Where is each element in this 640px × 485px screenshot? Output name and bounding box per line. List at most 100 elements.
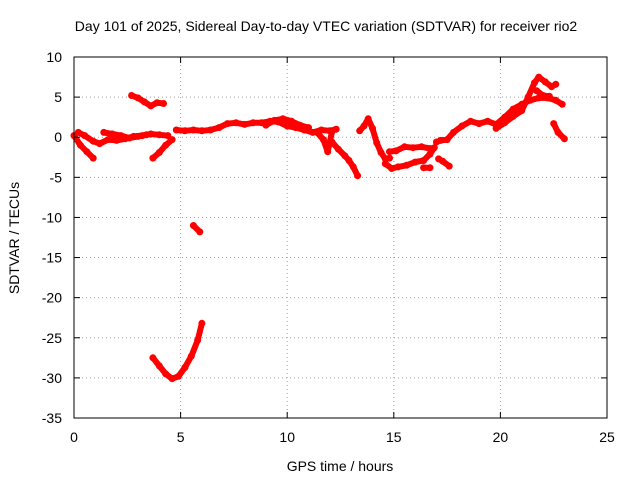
data-point: [172, 126, 180, 134]
data-point: [360, 122, 368, 130]
data-point: [232, 119, 240, 127]
data-point: [411, 158, 419, 166]
data-point: [74, 128, 82, 136]
data-point: [215, 124, 223, 132]
data-point: [484, 117, 492, 125]
data-point: [439, 157, 447, 165]
data-point: [270, 116, 278, 124]
y-tick-label: -35: [42, 410, 62, 426]
data-series-line: [149, 136, 176, 162]
data-point: [518, 107, 526, 115]
data-point: [149, 154, 157, 162]
data-point: [426, 164, 434, 172]
data-point: [552, 96, 560, 104]
data-series-line: [71, 132, 97, 162]
data-point: [181, 127, 189, 135]
data-point: [341, 152, 349, 160]
data-point: [364, 115, 372, 123]
data-point: [450, 128, 457, 136]
data-point: [445, 162, 453, 170]
chart-title: Day 101 of 2025, Sidereal Day-to-day VTE…: [75, 18, 578, 34]
data-point: [409, 144, 417, 152]
data-point: [81, 132, 89, 140]
x-tick-label: 10: [279, 429, 295, 445]
data-point: [554, 128, 562, 136]
data-point: [492, 124, 500, 132]
data-point: [288, 117, 295, 125]
data-point: [283, 122, 291, 130]
data-point: [100, 128, 108, 136]
data-point: [420, 164, 428, 172]
data-point: [475, 120, 483, 128]
data-point: [545, 92, 553, 100]
data-point: [155, 149, 163, 156]
data-point: [76, 141, 84, 149]
data-point: [437, 136, 445, 144]
data-point: [104, 136, 112, 144]
data-point: [560, 135, 568, 143]
data-point: [296, 121, 304, 129]
y-tick-label: 10: [46, 49, 62, 65]
data-point: [279, 115, 287, 123]
data-point: [194, 336, 202, 344]
data-point: [345, 157, 353, 164]
data-point: [162, 141, 170, 149]
data-point: [149, 354, 157, 362]
data-point: [558, 100, 566, 108]
data-point: [418, 143, 425, 151]
x-tick-label: 25: [599, 429, 615, 445]
data-point: [160, 100, 167, 107]
data-point: [128, 92, 136, 99]
x-tick-label: 15: [386, 429, 402, 445]
x-axis-label: GPS time / hours: [287, 458, 394, 474]
data-point: [550, 120, 558, 128]
data-point: [155, 362, 163, 370]
data-point: [125, 134, 133, 142]
data-point: [83, 148, 91, 156]
y-tick-label: -5: [50, 169, 63, 185]
data-point: [147, 102, 155, 110]
data-point: [369, 124, 376, 132]
data-point: [324, 148, 332, 156]
x-tick-label: 0: [70, 429, 78, 445]
data-point: [377, 149, 385, 156]
data-point: [313, 128, 321, 136]
data-point: [509, 112, 517, 120]
data-point: [426, 150, 434, 158]
data-point: [539, 92, 547, 99]
plot-frame: [73, 56, 608, 419]
data-point: [524, 93, 532, 101]
data-point: [552, 80, 560, 88]
data-point: [420, 157, 428, 164]
data-point: [155, 131, 163, 139]
grid-layer: [74, 57, 607, 418]
data-point: [509, 105, 517, 113]
data-point: [198, 319, 206, 327]
data-point: [168, 375, 176, 383]
data-point: [403, 161, 411, 169]
data-point: [189, 222, 197, 229]
data-point: [394, 163, 402, 171]
x-tick-label: 20: [493, 429, 509, 445]
data-point: [381, 160, 389, 168]
y-tick-label: 5: [54, 89, 62, 105]
data-point: [134, 94, 142, 102]
data-point: [386, 148, 393, 156]
data-point: [262, 121, 270, 129]
y-tick-label: -30: [42, 370, 62, 386]
data-point: [443, 136, 451, 144]
tick-layer: 0 5 10 15 20 25 10 5 0 -5 -10 -15 -20 -25 -30 -35: [42, 49, 615, 445]
y-tick-label: 0: [54, 129, 62, 145]
data-point: [334, 145, 342, 153]
data-point: [113, 136, 121, 144]
data-point: [533, 87, 541, 95]
y-tick-label: -10: [42, 209, 62, 225]
data-point: [189, 126, 197, 134]
data-point: [143, 131, 150, 139]
data-point: [187, 352, 195, 360]
data-point: [117, 132, 125, 140]
y-tick-label: -25: [42, 330, 62, 346]
data-point: [96, 140, 104, 148]
y-axis-label: SDTVAR / TECUs: [6, 182, 22, 294]
